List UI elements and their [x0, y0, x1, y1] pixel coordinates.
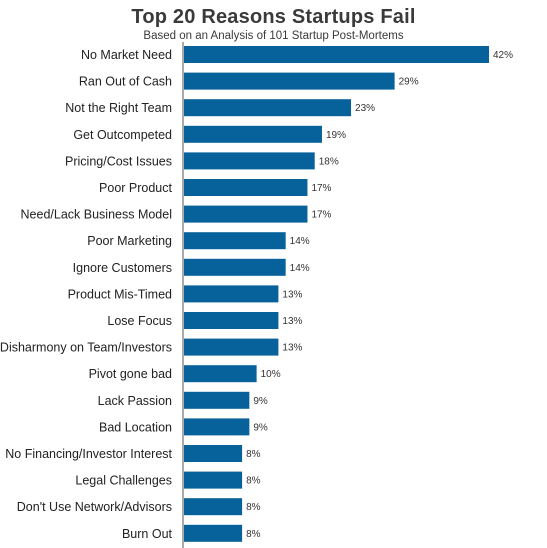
bar: [184, 391, 250, 409]
bar: [184, 471, 243, 489]
category-label: Pivot gone bad: [89, 367, 172, 381]
value-label: 10%: [261, 369, 281, 380]
category-label: Ignore Customers: [73, 261, 172, 275]
bar: [184, 152, 315, 170]
category-label: Pricing/Cost Issues: [65, 154, 172, 168]
category-label: Disharmony on Team/Investors: [0, 341, 172, 355]
value-label: 42%: [493, 50, 513, 61]
bar: [184, 232, 286, 250]
value-label: 13%: [282, 289, 302, 300]
bar: [184, 338, 279, 356]
value-label: 13%: [282, 316, 302, 327]
value-label: 14%: [290, 236, 310, 247]
value-label: 17%: [311, 210, 331, 221]
category-label: Don't Use Network/Advisors: [17, 500, 172, 514]
value-label: 9%: [253, 422, 268, 433]
bar: [184, 205, 308, 223]
category-label: Poor Product: [99, 181, 172, 195]
bar: [184, 445, 243, 462]
chart-title: Top 20 Reasons Startups Fail: [131, 6, 416, 28]
category-label: No Financing/Investor Interest: [5, 447, 172, 461]
category-label: Bad Location: [99, 420, 172, 434]
value-label: 8%: [246, 476, 261, 487]
category-label: Lack Passion: [98, 394, 172, 408]
bar: [184, 125, 322, 143]
category-label: Need/Lack Business Model: [21, 208, 172, 222]
category-label: Get Outcompeted: [73, 128, 172, 142]
category-label: Product Mis-Timed: [68, 287, 172, 301]
value-label: 13%: [282, 343, 302, 354]
value-label: 8%: [246, 449, 261, 460]
value-label: 19%: [326, 130, 346, 141]
bar: [184, 285, 279, 303]
bar: [184, 312, 279, 329]
value-label: 8%: [246, 529, 261, 540]
category-label: Legal Challenges: [75, 474, 172, 488]
value-label: 29%: [399, 77, 419, 88]
bar: [184, 72, 395, 90]
bar: [184, 524, 243, 542]
bar: [184, 498, 243, 516]
category-label: Lose Focus: [107, 314, 172, 328]
bar: [184, 365, 257, 383]
chart-subtitle: Based on an Analysis of 101 Startup Post…: [143, 30, 404, 42]
value-label: 9%: [253, 396, 268, 407]
bar: [184, 418, 250, 436]
bar: [184, 258, 286, 276]
category-label: Burn Out: [122, 527, 173, 541]
category-label: No Market Need: [81, 48, 172, 62]
category-label: Not the Right Team: [65, 101, 172, 115]
value-label: 23%: [355, 103, 375, 114]
category-label: Poor Marketing: [87, 234, 172, 248]
bar: [184, 179, 308, 196]
value-label: 18%: [319, 156, 339, 167]
bar: [184, 46, 489, 63]
category-label: Ran Out of Cash: [79, 75, 172, 89]
value-label: 14%: [290, 263, 310, 274]
bar: [184, 99, 352, 117]
value-label: 17%: [311, 183, 331, 194]
value-label: 8%: [246, 502, 261, 513]
